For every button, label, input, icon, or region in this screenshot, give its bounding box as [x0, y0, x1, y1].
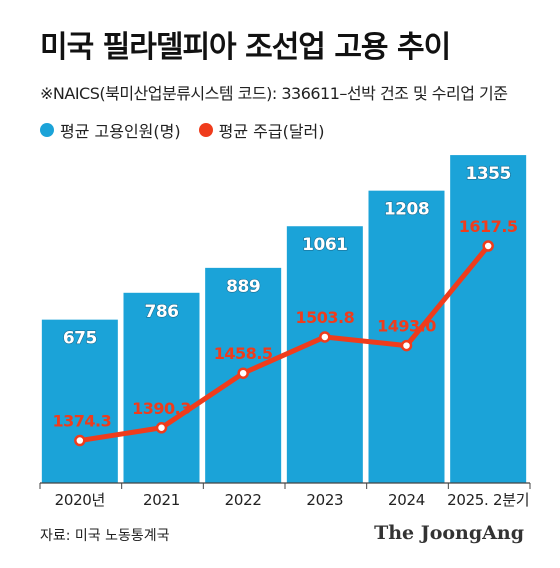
- wage-label-5: 1617.5: [459, 217, 518, 236]
- wage-point-4: [400, 339, 413, 352]
- x-tick-label-3: 2023: [306, 491, 343, 509]
- legend: 평균 고용인원(명) 평균 주급(달러): [40, 118, 343, 142]
- bar-label-4: 1208: [384, 200, 429, 220]
- wage-point-3: [319, 331, 331, 343]
- legend-swatch-employees: [40, 123, 54, 137]
- bar-0: [41, 319, 118, 483]
- chart-note: ※NAICS(북미산업분류시스템 코드): 336611–선박 건조 및 수리업…: [40, 84, 508, 103]
- x-tick-label-0: 2020년: [55, 491, 105, 509]
- bar-label-3: 1061: [302, 235, 347, 255]
- legend-label-wage: 평균 주급(달러): [218, 122, 325, 141]
- bar-label-1: 786: [145, 302, 179, 322]
- legend-item-employees: 평균 고용인원(명): [40, 118, 181, 142]
- wage-point-1: [155, 422, 168, 434]
- legend-item-wage: 평균 주급(달러): [198, 118, 325, 142]
- source-note: 자료: 미국 노동통계국: [40, 528, 170, 544]
- bar-label-2: 889: [226, 277, 260, 297]
- bar-5: [450, 155, 527, 483]
- wage-label-2: 1458.5: [214, 344, 273, 363]
- chart-title: 미국 필라델피아 조선업 고용 추이: [40, 30, 451, 65]
- x-tick-label-4: 2024: [388, 491, 425, 509]
- wage-point-0: [74, 434, 86, 447]
- wage-label-3: 1503.8: [295, 308, 354, 327]
- legend-swatch-wage: [198, 123, 213, 137]
- wage-point-2: [237, 367, 249, 379]
- wage-point-5: [482, 240, 494, 252]
- bar-3: [286, 226, 363, 483]
- x-tick-label-2: 2022: [225, 491, 262, 509]
- wage-label-4: 1493.0: [377, 317, 436, 336]
- bar-label-0: 675: [63, 329, 97, 349]
- x-tick-label-1: 2021: [143, 491, 180, 509]
- wage-label-0: 1374.3: [52, 412, 111, 431]
- brand-logo: The JoongAng: [374, 522, 524, 544]
- legend-label-employees: 평균 고용인원(명): [60, 122, 181, 141]
- bar-1: [123, 292, 200, 483]
- bar-4: [368, 190, 445, 483]
- wage-label-1: 1390.3: [132, 399, 191, 418]
- x-tick-label-5: 2025. 2분기: [447, 491, 529, 509]
- wage-line: [79, 244, 491, 444]
- bar-label-5: 1355: [466, 164, 511, 184]
